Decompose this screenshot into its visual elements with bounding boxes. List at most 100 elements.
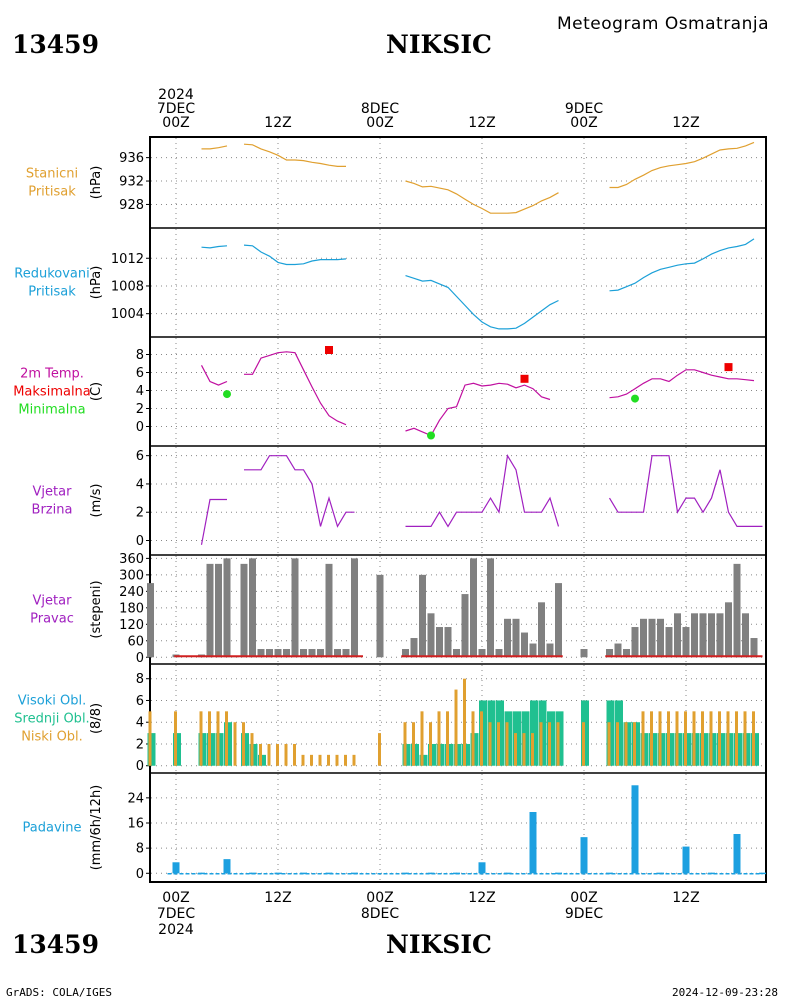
y-tick-label: 1004 <box>111 307 144 322</box>
station-pressure-line <box>201 145 228 150</box>
y-tick-label: 0 <box>136 759 144 774</box>
precipitation-bar <box>631 785 639 874</box>
wind-direction-bar <box>725 602 732 658</box>
low-cloud-bar <box>675 711 679 766</box>
low-cloud-bar <box>259 743 262 766</box>
wind-direction-bar <box>640 618 647 658</box>
y-tick-label: 16 <box>127 817 144 832</box>
time-label-top: 00Z <box>570 115 597 131</box>
wind-direction-bar <box>291 558 299 658</box>
wind-direction-bar <box>555 583 562 658</box>
max-temp-marker <box>724 363 733 372</box>
low-cloud-bar <box>735 711 738 766</box>
y-axis-unit: (hPa) <box>89 166 104 200</box>
panel-label: Stanicni <box>26 167 78 182</box>
low-cloud-bar <box>301 754 305 766</box>
y-tick-label: 360 <box>119 552 144 567</box>
wind-speed-line <box>200 498 227 545</box>
wind-direction-bar <box>376 574 384 658</box>
low-cloud-bar <box>420 711 424 766</box>
low-cloud-bar <box>607 722 611 766</box>
low-cloud-bar <box>497 722 500 766</box>
low-cloud-bar <box>437 711 441 766</box>
wind-direction-bar <box>266 649 273 658</box>
y-tick-label: 6 <box>136 694 144 709</box>
time-label-top: 12Z <box>264 115 291 131</box>
panel-label: Redukovani <box>14 267 89 282</box>
panel-label: Srednji Obl. <box>14 712 89 727</box>
low-cloud-bar <box>667 711 670 766</box>
y-axis-unit: (m/s) <box>89 484 104 518</box>
time-label-top: 00Z <box>366 115 393 131</box>
y-tick-label: 300 <box>119 568 144 583</box>
y-tick-label: 4 <box>136 716 144 731</box>
panel-label: Minimalna <box>18 403 85 418</box>
wind-direction-bar <box>147 583 154 658</box>
wind-direction-bar <box>325 563 333 658</box>
y-tick-label: 928 <box>119 198 144 213</box>
wind-direction-bar <box>716 613 724 658</box>
wind-direction-bar <box>334 649 341 658</box>
low-cloud-bar <box>658 711 662 766</box>
precipitation-bar <box>172 862 180 874</box>
station-id-bottom: 13459 <box>12 930 99 959</box>
low-cloud-bar <box>242 722 245 766</box>
low-cloud-bar <box>267 743 271 766</box>
panel-label: Vjetar <box>33 594 73 609</box>
y-tick-label: 932 <box>119 175 144 190</box>
y-tick-label: 6 <box>136 366 144 381</box>
y-tick-label: 240 <box>119 585 144 600</box>
min-temp-marker <box>223 390 231 399</box>
y-tick-label: 1008 <box>111 279 144 294</box>
wind-direction-bar <box>750 638 758 658</box>
panel-label: Pritisak <box>28 285 76 300</box>
low-cloud-bar <box>522 733 526 766</box>
temperature-line <box>405 382 551 437</box>
wind-direction-bar <box>444 627 452 658</box>
wind-direction-bar <box>249 558 256 658</box>
station-name-bottom: NIKSIC <box>386 930 492 959</box>
precipitation-bar <box>529 812 537 874</box>
wind-direction-bar <box>512 618 520 658</box>
wind-direction-bar <box>538 602 545 658</box>
footer-timestamp: 2024-12-09-23:28 <box>672 986 778 999</box>
wind-direction-bar <box>240 563 248 658</box>
low-cloud-bar <box>633 722 636 766</box>
y-tick-label: 120 <box>119 618 144 633</box>
wind-direction-bar <box>623 649 630 658</box>
low-cloud-bar <box>335 754 339 766</box>
low-cloud-bar <box>641 711 645 766</box>
wind-direction-bar <box>487 558 494 658</box>
y-tick-label: 1012 <box>111 252 144 267</box>
time-label-bottom: 2024 <box>158 922 194 938</box>
low-cloud-bar <box>548 722 551 766</box>
y-tick-label: 60 <box>127 634 144 649</box>
low-cloud-bar <box>429 722 432 766</box>
low-cloud-bar <box>709 711 713 766</box>
precipitation-bar <box>682 846 690 874</box>
station-pressure-line <box>609 141 755 189</box>
y-tick-label: 24 <box>127 791 144 806</box>
wind-direction-bar <box>665 627 673 658</box>
low-cloud-bar <box>624 722 628 766</box>
y-tick-label: 0 <box>136 867 144 882</box>
plot-frame <box>149 136 767 883</box>
panel-label: Vjetar <box>33 485 73 500</box>
wind-speed-line <box>244 455 355 528</box>
subtitle: Meteogram Osmatranja <box>557 14 770 34</box>
wind-direction-bar <box>300 649 307 658</box>
wind-direction-bar <box>342 649 350 658</box>
panel-label: Pravac <box>30 612 74 627</box>
low-cloud-bar <box>471 711 475 766</box>
low-cloud-bar <box>344 754 347 766</box>
y-axis-unit: (8/8) <box>89 703 104 734</box>
y-tick-label: 8 <box>136 348 144 363</box>
panel-label: Padavine <box>23 821 82 836</box>
low-cloud-bar <box>412 722 415 766</box>
wind-speed-line <box>405 453 560 528</box>
low-cloud-bar <box>352 754 356 766</box>
precipitation-bar <box>580 837 588 874</box>
time-label-bottom: 9DEC <box>565 906 604 922</box>
wind-direction-bar <box>427 613 435 658</box>
